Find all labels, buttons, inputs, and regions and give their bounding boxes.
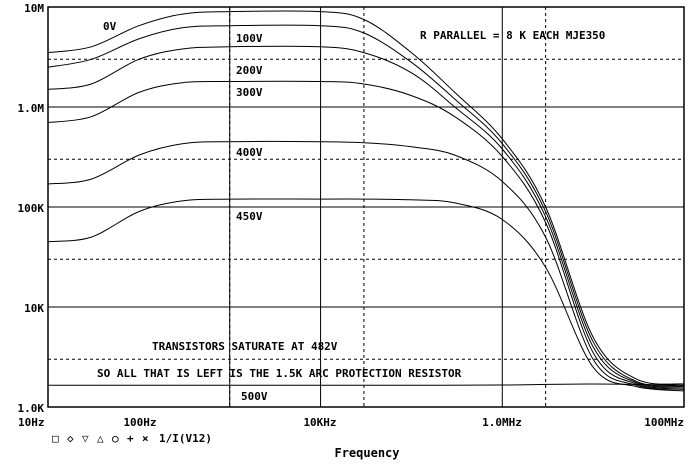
- annotation-arc-protection: SO ALL THAT IS LEFT IS THE 1.5K ARC PROT…: [97, 367, 462, 380]
- series-label-450v: 450V: [236, 210, 263, 223]
- x-axis-label: Frequency: [334, 446, 399, 460]
- annotation-r-parallel: R PARALLEL = 8 K EACH MJE350: [420, 29, 605, 42]
- x-tick-label: 100MHz: [644, 416, 684, 429]
- series-line-450v: [47, 198, 685, 392]
- series-label-300v: 300V: [236, 86, 263, 99]
- series-label-200v: 200V: [236, 64, 263, 77]
- x-tick-label: 10KHz: [303, 416, 336, 429]
- series-line-500v: [48, 383, 685, 386]
- legend-symbol: ○: [112, 432, 119, 445]
- legend-symbol: +: [127, 432, 134, 445]
- series-line-200v: [47, 45, 685, 388]
- series-line-400v: [47, 140, 685, 390]
- series-label-100v: 100V: [236, 32, 263, 45]
- legend-symbol: ×: [142, 432, 149, 445]
- y-tick-label: 1.0M: [18, 102, 45, 115]
- series-lines: [47, 10, 685, 392]
- y-tick-label: 10K: [24, 302, 44, 315]
- y-tick-label: 10M: [24, 2, 44, 15]
- x-tick-label: 100Hz: [123, 416, 156, 429]
- series-line-100v: [47, 24, 685, 387]
- legend-symbol: ▽: [82, 432, 89, 445]
- series-line-300v: [47, 80, 685, 389]
- series-line-0v: [47, 10, 685, 385]
- x-tick-label: 1.0MHz: [482, 416, 522, 429]
- x-tick-label: 10Hz: [18, 416, 45, 429]
- legend-symbol: □: [52, 432, 59, 445]
- legend-symbol: ◇: [67, 432, 74, 445]
- legend-expression: 1/I(V12): [159, 432, 212, 445]
- gridlines: [48, 7, 684, 407]
- y-tick-label: 100K: [18, 202, 45, 215]
- series-label-500v: 500V: [241, 390, 268, 403]
- y-tick-label: 1.0K: [18, 402, 45, 415]
- legend-symbol: △: [97, 432, 104, 445]
- series-label-0v: 0V: [103, 20, 117, 33]
- series-label-400v: 400V: [236, 146, 263, 159]
- annotation-transistors-saturate: TRANSISTORS SATURATE AT 482V: [152, 340, 338, 353]
